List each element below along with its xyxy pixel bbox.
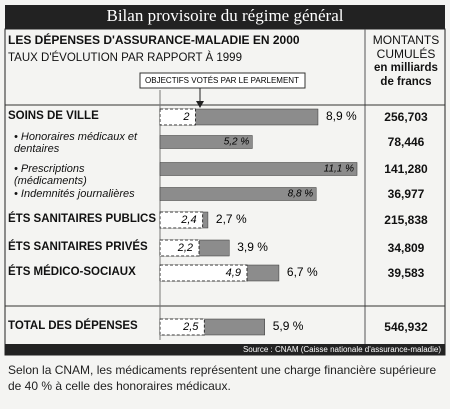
chart-subtitle: TAUX D'ÉVOLUTION PAR RAPPORT À 1999 [8,52,242,64]
objective-callout [139,72,306,89]
objective-value: 2,2 [177,242,193,254]
category-label: • Indemnités journalières [14,188,135,200]
value-label: 2,7 % [216,212,247,226]
title-bar [5,5,445,29]
category-label: • Prescriptions (médicaments) [14,163,87,187]
page-title: Bilan provisoire du régime général [107,6,344,25]
category-label: ÉTS SANITAIRES PUBLICS [8,213,157,225]
source: Source : CNAM (Caisse nationale d'assura… [243,345,441,354]
category-label: ÉTS MÉDICO-SOCIAUX [8,266,136,278]
amount: 141,280 [384,162,428,176]
amount: 36,977 [387,187,425,201]
objective-value: 2,4 [180,214,196,226]
source-bar [5,344,445,355]
note: Selon la CNAM, les médicaments représent… [8,363,437,393]
category-label: ÉTS SANITAIRES PRIVÉS [8,241,148,253]
value-label: 5,9 % [273,319,304,333]
value-label: 5,2 % [224,137,250,148]
objective-box [159,239,200,257]
chart-title: LES DÉPENSES D'ASSURANCE-MALADIE EN 2000 [8,33,300,47]
amount: 34,809 [387,241,425,255]
objective-value: 2,5 [182,321,199,333]
objective-box [159,318,205,336]
objective-box [159,108,196,126]
bar [159,162,358,176]
value-label: 6,7 % [287,265,318,279]
category-label: SOINS DE VILLE [8,110,99,122]
category-label: TOTAL DES DÉPENSES [8,320,138,332]
value-label: 8,9 % [326,109,357,123]
category-label: • Honoraires médicaux et dentaires [14,131,138,155]
objective-value: 2 [182,111,189,123]
amount: 215,838 [384,213,428,227]
amount: 39,583 [387,266,425,280]
arrow-head [196,101,204,108]
objective-box [159,211,204,229]
amount: 78,446 [387,135,425,149]
amount-header: MONTANTS CUMULÉS [372,33,440,61]
objective-value: 4,9 [226,267,241,279]
amount: 256,703 [384,110,428,124]
objective-box [159,264,248,282]
value-label: 8,8 % [288,189,314,200]
objective-label: OBJECTIFS VOTÉS PAR LE PARLEMENT [145,76,299,85]
bar [159,135,253,149]
amount-unit: en milliards de francs [374,62,438,88]
value-label: 3,9 % [237,240,268,254]
value-label: 11,1 % [324,164,354,175]
amount: 546,932 [384,320,428,334]
bar [159,187,317,201]
